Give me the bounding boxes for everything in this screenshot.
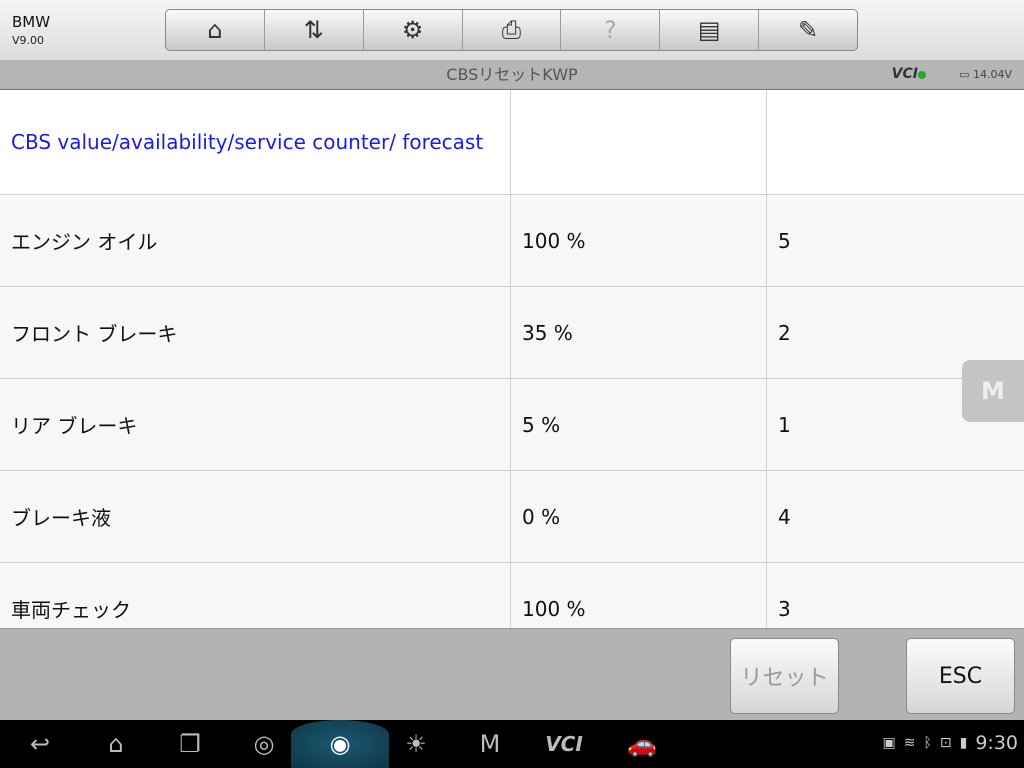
home-m-icon: ⌂ bbox=[207, 16, 223, 44]
toolbar: ⌂ ⇅ ⚙ ⎙ ? ▤ ✎ bbox=[165, 9, 858, 51]
save-button[interactable]: ▤ bbox=[660, 10, 760, 50]
app-version: V9.00 bbox=[12, 34, 45, 47]
item-name: 車両チェック bbox=[0, 563, 511, 628]
reset-button[interactable]: リセット bbox=[730, 638, 839, 714]
maxisys-m-icon[interactable]: M bbox=[479, 730, 501, 758]
table-row[interactable]: リア ブレーキ 5 % 1 bbox=[0, 379, 1024, 471]
battery-icon: ▮ bbox=[959, 735, 968, 751]
table-row[interactable]: ブレーキ液 0 % 4 bbox=[0, 471, 1024, 563]
brightness-volume-icon[interactable]: ☀ bbox=[405, 730, 427, 758]
battery-icon: ▭ bbox=[959, 68, 973, 81]
m-logo-icon: M bbox=[981, 377, 1005, 405]
item-value: 100 % bbox=[511, 195, 767, 286]
back-icon[interactable]: ↩ bbox=[29, 730, 51, 758]
ethernet-icon: ⊡ bbox=[939, 735, 952, 751]
page-title: CBSリセットKWP bbox=[0, 60, 1024, 90]
table-header-cell bbox=[767, 90, 1024, 194]
home-button[interactable]: ⌂ bbox=[166, 10, 265, 50]
app-header: BMW V9.00 ⌂ ⇅ ⚙ ⎙ ? ▤ ✎ bbox=[0, 0, 1024, 60]
voltage-value: 14.04V bbox=[972, 68, 1012, 81]
print-button[interactable]: ⎙ bbox=[463, 10, 562, 50]
item-name: ブレーキ液 bbox=[0, 471, 511, 562]
item-name: リア ブレーキ bbox=[0, 379, 511, 470]
item-value: 35 % bbox=[511, 287, 767, 378]
recent-apps-icon[interactable]: ❐ bbox=[179, 730, 201, 758]
help-button[interactable]: ? bbox=[561, 10, 661, 50]
table-row[interactable]: フロント ブレーキ 35 % 2 bbox=[0, 287, 1024, 379]
wifi-icon: ≋ bbox=[903, 735, 916, 751]
status-area[interactable]: ▣ ≋ ᛒ ⊡ ▮ 9:30 bbox=[883, 732, 1019, 754]
home-icon[interactable]: ⌂ bbox=[108, 730, 124, 758]
car-icon[interactable]: 🚗 bbox=[627, 730, 657, 758]
table-header-cell: CBS value/availability/service counter/ … bbox=[0, 90, 511, 194]
item-name: フロント ブレーキ bbox=[0, 287, 511, 378]
item-counter: 1 bbox=[778, 412, 791, 437]
item-counter: 5 bbox=[778, 228, 791, 253]
save-icon: ▤ bbox=[697, 16, 721, 44]
bluetooth-icon: ᛒ bbox=[923, 735, 932, 751]
app-name: BMW bbox=[12, 13, 51, 31]
settings-gear-icon: ⚙ bbox=[401, 16, 424, 44]
help-icon: ? bbox=[603, 16, 617, 44]
settings-button[interactable]: ⚙ bbox=[364, 10, 463, 50]
item-counter: 2 bbox=[778, 320, 791, 345]
item-value: 0 % bbox=[511, 471, 767, 562]
vehicle-swap-icon: ⇅ bbox=[303, 16, 324, 44]
item-value: 100 % bbox=[511, 563, 767, 628]
table-header-cell bbox=[511, 90, 767, 194]
system-nav-bar: ↩ ⌂ ❐ ◎ ◉ ☀ M VCI 🚗 ▣ ≋ ᛒ ⊡ ▮ 9:30 bbox=[0, 720, 1024, 768]
edit-button[interactable]: ✎ bbox=[759, 10, 857, 50]
esc-button[interactable]: ESC bbox=[906, 638, 1015, 714]
floating-menu-button[interactable]: M bbox=[962, 360, 1024, 422]
camera-icon[interactable]: ◉ bbox=[291, 720, 389, 768]
item-value: 5 % bbox=[511, 379, 767, 470]
table-header-row: CBS value/availability/service counter/ … bbox=[0, 90, 1024, 195]
image-notification-icon: ▣ bbox=[882, 735, 896, 751]
vci-icon[interactable]: VCI bbox=[534, 720, 594, 768]
action-bar: リセット ESC bbox=[0, 628, 1024, 720]
item-counter: 3 bbox=[778, 596, 791, 621]
battery-voltage: ▭ 14.04V bbox=[959, 68, 1012, 81]
vehicle-swap-button[interactable]: ⇅ bbox=[265, 10, 364, 50]
vci-label: VCI bbox=[891, 66, 918, 82]
table-row[interactable]: 車両チェック 100 % 3 bbox=[0, 563, 1024, 628]
app-info: BMW V9.00 bbox=[12, 13, 50, 47]
cbs-table: CBS value/availability/service counter/ … bbox=[0, 90, 1024, 628]
edit-pencil-icon: ✎ bbox=[798, 16, 819, 44]
printer-icon: ⎙ bbox=[501, 16, 522, 44]
table-row[interactable]: エンジン オイル 100 % 5 bbox=[0, 195, 1024, 287]
check-icon bbox=[918, 71, 926, 79]
item-counter: 4 bbox=[778, 504, 791, 529]
vci-nav-label: VCI bbox=[545, 732, 583, 756]
item-name: エンジン オイル bbox=[0, 195, 511, 286]
chrome-icon[interactable]: ◎ bbox=[253, 730, 275, 758]
clock: 9:30 bbox=[975, 732, 1018, 754]
vci-status: VCI bbox=[892, 66, 926, 82]
